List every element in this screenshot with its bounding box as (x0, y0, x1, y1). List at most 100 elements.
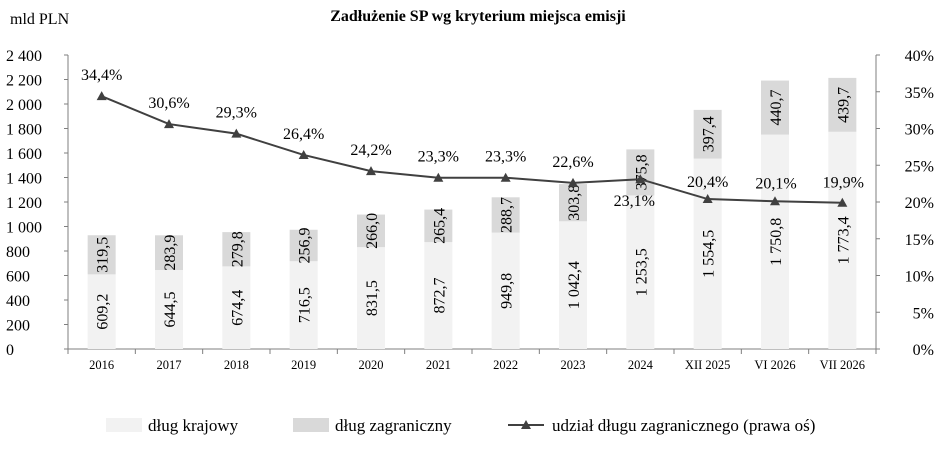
y-tick-label: 600 (6, 269, 30, 286)
share-label: 29,3% (216, 105, 257, 122)
bar-label-domestic: 831,5 (364, 280, 381, 316)
share-marker (96, 91, 107, 101)
y-tick-label: 1 400 (6, 171, 42, 188)
bar-label-domestic: 1 253,5 (633, 248, 650, 296)
x-tick-label: VI 2026 (754, 358, 795, 372)
bar-label-foreign: 288,7 (499, 197, 516, 233)
bar-label-foreign: 439,7 (835, 87, 852, 123)
bar-label-domestic: 609,2 (95, 294, 112, 330)
bar-foreign (357, 214, 385, 248)
share-marker (770, 196, 780, 206)
bar-domestic (559, 221, 587, 349)
share-marker (366, 166, 376, 176)
share-marker (298, 149, 309, 159)
legend-marker-share (521, 420, 531, 429)
share-line (101, 95, 843, 204)
y-tick-label: 2 200 (6, 73, 42, 90)
x-tick-label: 2021 (426, 358, 451, 372)
y-tick-label: 1 000 (6, 220, 42, 237)
bar-domestic (155, 270, 183, 349)
bar-label-domestic: 644,5 (162, 292, 179, 328)
bar-label-domestic: 949,8 (499, 273, 516, 309)
legend: dług krajowy dług zagraniczny udział długu… (106, 416, 815, 435)
y2-tick-label: 35% (905, 85, 934, 102)
x-tick-label: 2016 (89, 358, 114, 372)
x-tick-label: 2018 (224, 358, 249, 372)
x-tick-label: VII 2026 (820, 358, 865, 372)
bar-foreign (87, 235, 116, 275)
bar-label-foreign: 283,9 (162, 235, 179, 271)
bar-foreign (155, 235, 183, 271)
y2-tick-label: 15% (905, 232, 934, 249)
bar-label-domestic: 1 554,5 (701, 230, 718, 278)
bar-foreign (828, 77, 857, 132)
x-tick-label: 2019 (291, 358, 316, 372)
bar-foreign (761, 80, 789, 135)
axes: 0 200 400 600 800 1 000 1 200 1 400 1 600 1 800 2 … (6, 48, 934, 372)
legend-label-share: udział długu zagranicznego (prawa oś) (552, 416, 815, 435)
share-label: 34,4% (81, 67, 122, 84)
share-label: 26,4% (283, 126, 324, 143)
bar-label-domestic: 716,5 (297, 287, 314, 323)
bar-domestic (828, 131, 857, 349)
y2-tick-label: 20% (905, 195, 934, 212)
x-tick-label: 2017 (157, 358, 182, 372)
bar-label-domestic: 872,7 (431, 278, 448, 314)
share-label: 20,4% (687, 174, 728, 191)
share-label: 20,1% (755, 175, 796, 192)
bar-domestic (491, 232, 520, 349)
y-axis-label: mld PLN (10, 11, 70, 28)
bar-domestic (761, 134, 789, 349)
y2-tick-label: 25% (905, 158, 934, 175)
y2-tick-label: 5% (913, 305, 934, 322)
y2-tick-label: 40% (905, 48, 934, 65)
bar-label-domestic: 1 773,4 (835, 216, 852, 264)
y-tick-label: 1 200 (6, 195, 42, 212)
bar-domestic (424, 242, 453, 349)
bar-label-foreign: 397,4 (701, 116, 718, 152)
y-tick-label: 800 (6, 244, 30, 261)
bar-domestic (626, 195, 655, 349)
bar-label-foreign: 440,7 (768, 90, 785, 126)
x-tick-label: 2020 (359, 358, 384, 372)
bars (87, 77, 857, 349)
share-label: 23,1% (614, 193, 655, 210)
bar-label-foreign: 256,9 (297, 227, 314, 263)
bar-label-foreign: 279,8 (229, 231, 246, 267)
legend-label-foreign: dług zagraniczny (335, 416, 452, 435)
y-tick-label: 2 400 (6, 48, 42, 65)
x-tick-label: 2024 (628, 358, 654, 372)
share-label: 19,9% (823, 175, 864, 192)
y-tick-label: 1 800 (6, 122, 42, 139)
bar-foreign (626, 149, 655, 196)
bar-label-foreign: 266,0 (364, 213, 381, 249)
share-label: 24,2% (350, 142, 391, 159)
share-marker (164, 119, 174, 129)
share-marker (702, 194, 713, 204)
bar-label-domestic: 1 042,4 (566, 261, 583, 309)
x-tick-label: 2023 (561, 358, 586, 372)
bar-domestic (87, 274, 116, 349)
bar-foreign (491, 197, 520, 233)
share-label: 30,6% (148, 95, 189, 112)
bar-foreign (424, 209, 453, 243)
x-tick-label: XII 2025 (685, 358, 730, 372)
share-label: 23,3% (485, 149, 526, 166)
share-label: 22,6% (552, 154, 593, 171)
bar-label-domestic: 674,4 (229, 290, 246, 326)
y-tick-label: 400 (6, 293, 30, 310)
bar-foreign (559, 184, 587, 222)
share-marker (433, 172, 444, 182)
bar-foreign (289, 229, 318, 262)
bar-label-foreign: 303,8 (566, 185, 583, 221)
share-marker (635, 174, 646, 184)
bar-labels: 609,2 319,5 644,5 283,9 674,4 279,8 716,5 256,9… (95, 87, 853, 330)
bar-label-foreign: 375,8 (633, 154, 650, 190)
bar-foreign (693, 109, 722, 159)
bar-domestic (357, 247, 385, 349)
y-tick-label: 1 600 (6, 146, 42, 163)
y2-tick-label: 10% (905, 269, 934, 286)
bar-label-foreign: 265,4 (431, 208, 448, 244)
legend-swatch-domestic (106, 418, 142, 432)
